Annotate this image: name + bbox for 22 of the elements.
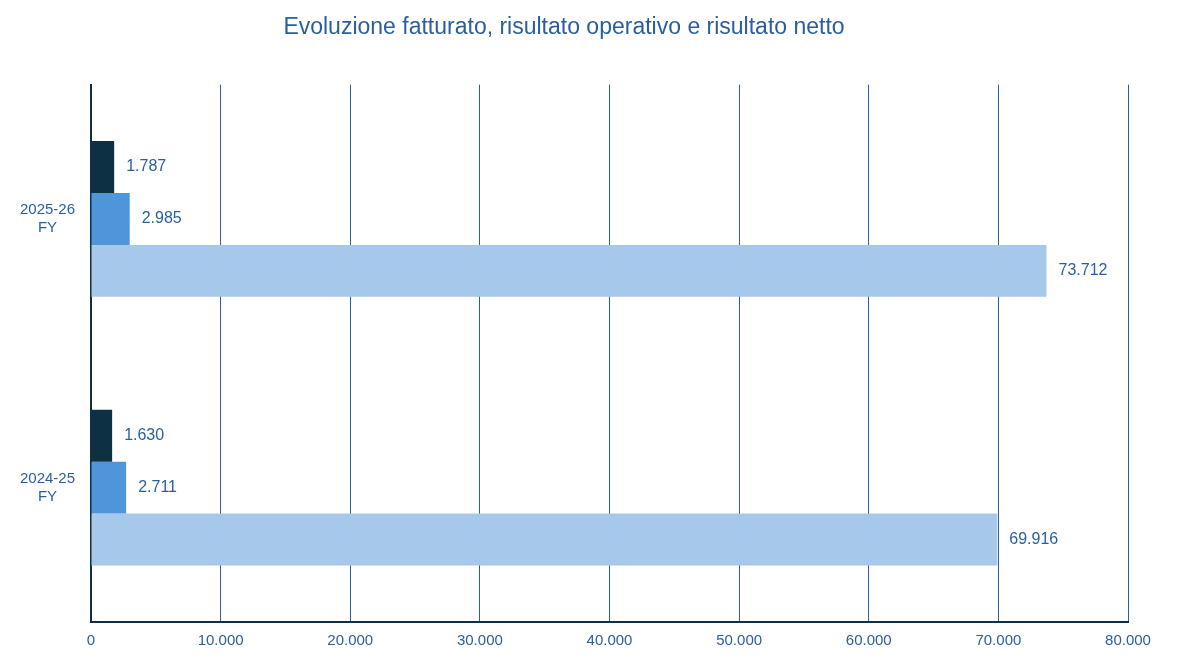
x-tick-label: 10.000 xyxy=(197,631,244,649)
x-tick-label: 20.000 xyxy=(327,631,374,649)
bar xyxy=(91,192,130,245)
data-label: 69.916 xyxy=(1009,530,1059,547)
y-tick-label: 2025-26 FY xyxy=(19,200,76,236)
bar xyxy=(91,244,1047,297)
x-tick-label: 30.000 xyxy=(456,631,503,649)
data-label: 2.985 xyxy=(141,209,182,227)
x-tick-label: 0 xyxy=(86,631,96,649)
x-tick-label: 70.000 xyxy=(975,631,1022,649)
bar xyxy=(91,461,127,514)
bar xyxy=(91,513,998,566)
data-label: 1.787 xyxy=(126,157,167,175)
x-tick-label: 80.000 xyxy=(1105,631,1151,649)
x-tick-label: 50.000 xyxy=(716,631,763,649)
data-label: 1.630 xyxy=(124,426,165,444)
y-tick-label: 2024-25 FY xyxy=(19,468,76,504)
chart-title: Evoluzione fatturato, risultato operativo e risultato netto xyxy=(283,13,845,40)
x-tick-label: 40.000 xyxy=(586,631,633,649)
x-tick-label: 60.000 xyxy=(845,631,892,649)
data-label: 2.711 xyxy=(138,478,178,496)
data-label: 73.712 xyxy=(1058,261,1108,279)
